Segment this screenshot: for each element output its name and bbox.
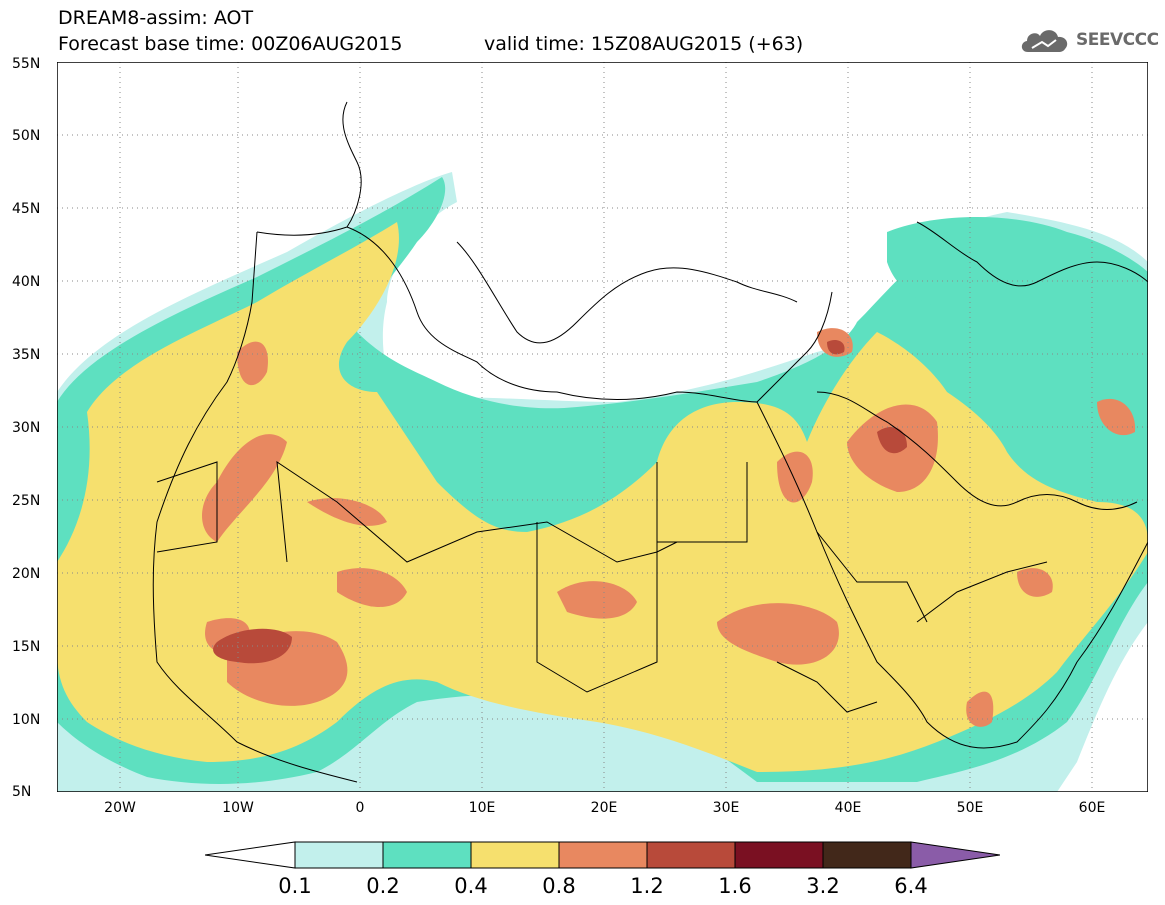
colorbar-swatch-7 [822, 841, 912, 869]
colorbar-label-0-1: 0.1 [278, 874, 312, 898]
lat-label-15n: 15N [12, 639, 41, 655]
lat-label-35n: 35N [12, 347, 41, 363]
colorbar-label-1-6: 1.6 [718, 874, 752, 898]
lat-label-10n: 10N [12, 712, 41, 728]
lon-label-10e: 10E [468, 800, 496, 816]
seevccc-logo: SEEVCCC [1018, 24, 1159, 56]
lon-label-30e: 30E [712, 800, 740, 816]
lon-label-50e: 50E [956, 800, 984, 816]
lat-label-50n: 50N [12, 128, 41, 144]
colorbar-swatch-1 [294, 841, 384, 869]
lon-label-20w: 20W [104, 800, 136, 816]
lon-label-0: 0 [355, 800, 365, 816]
lat-label-40n: 40N [12, 274, 41, 290]
lon-label-60e: 60E [1078, 800, 1106, 816]
cloud-icon [1021, 30, 1068, 52]
aot-map [57, 62, 1148, 792]
logo-text: SEEVCCC [1076, 30, 1159, 50]
lat-label-25n: 25N [12, 493, 41, 509]
lon-label-10w: 10W [222, 800, 254, 816]
map-title: DREAM8-assim: AOT [58, 7, 254, 29]
colorbar-swatch-under [205, 841, 296, 869]
lat-label-55n: 55N [12, 56, 41, 72]
graticule [57, 62, 1148, 792]
colorbar-swatch-3 [470, 841, 560, 869]
aot-band-0-8 [202, 328, 1136, 727]
aot-band-0-4 [57, 222, 1148, 772]
lat-label-45n: 45N [12, 201, 41, 217]
lon-label-20e: 20E [590, 800, 618, 816]
colorbar [205, 841, 1000, 869]
coastlines [152, 101, 1148, 783]
colorbar-swatch-4 [558, 841, 648, 869]
lat-label-5n: 5N [12, 784, 32, 800]
colorbar-label-0-8: 0.8 [542, 874, 576, 898]
colorbar-swatch-2 [382, 841, 472, 869]
colorbar-label-1-2: 1.2 [630, 874, 664, 898]
colorbar-swatch-6 [734, 841, 824, 869]
colorbar-label-0-4: 0.4 [454, 874, 488, 898]
colorbar-swatch-5 [646, 841, 736, 869]
lat-label-20n: 20N [12, 566, 41, 582]
forecast-base-time: Forecast base time: 00Z06AUG2015 [58, 33, 403, 55]
colorbar-label-6-4: 6.4 [894, 874, 928, 898]
valid-time: valid time: 15Z08AUG2015 (+63) [484, 33, 804, 55]
colorbar-label-0-2: 0.2 [366, 874, 400, 898]
colorbar-label-3-2: 3.2 [806, 874, 840, 898]
colorbar-swatch-over [910, 841, 1000, 869]
lon-label-40e: 40E [834, 800, 862, 816]
lat-label-30n: 30N [12, 420, 41, 436]
